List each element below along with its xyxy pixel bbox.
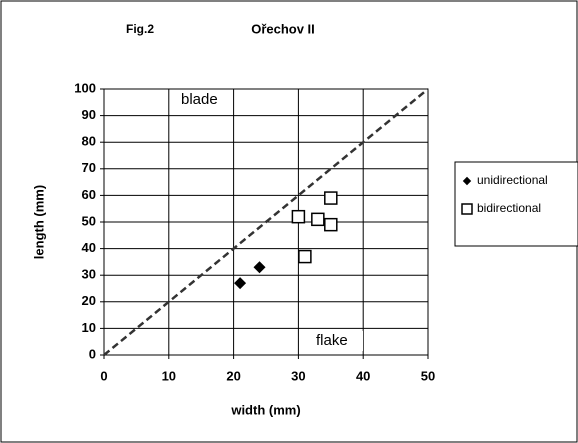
point [253, 261, 266, 274]
y-tick-label: 80 [82, 134, 96, 149]
y-tick-label: 90 [82, 107, 96, 122]
y-tick-label: 0 [89, 346, 96, 361]
y-tick-label: 100 [74, 80, 96, 95]
x-axis-label: width (mm) [230, 402, 300, 417]
chart-title: Ořechov II [251, 21, 315, 36]
x-tick-label: 50 [421, 368, 435, 383]
y-tick-label: 10 [82, 320, 96, 335]
point [291, 209, 306, 224]
annotation: flake [316, 332, 348, 349]
point [298, 249, 312, 264]
x-tick-label: 30 [291, 368, 305, 383]
y-tick-label: 40 [82, 240, 96, 255]
figure-label: Fig.2 [126, 22, 154, 36]
x-tick-label: 0 [100, 368, 107, 383]
point [234, 277, 247, 290]
legend-box [454, 161, 578, 247]
y-axis-label: length (mm) [31, 185, 46, 259]
legend-marker [461, 203, 473, 215]
point [324, 191, 338, 205]
reference-line [103, 88, 429, 356]
y-tick-label: 30 [82, 267, 96, 282]
legend-label: unidirectional [477, 173, 548, 187]
x-tick-label: 10 [162, 368, 176, 383]
annotation: blade [181, 91, 218, 108]
annotation-bg [178, 90, 228, 110]
x-tick-label: 40 [356, 368, 370, 383]
point [311, 212, 325, 227]
y-tick-label: 60 [82, 187, 96, 202]
y-tick-label: 50 [82, 213, 96, 228]
annotation-bg [313, 331, 363, 351]
y-tick-label: 20 [82, 293, 96, 308]
x-tick-label: 20 [226, 368, 240, 383]
y-tick-label: 70 [82, 160, 96, 175]
legend-label: bidirectional [477, 201, 541, 215]
point [324, 217, 338, 232]
